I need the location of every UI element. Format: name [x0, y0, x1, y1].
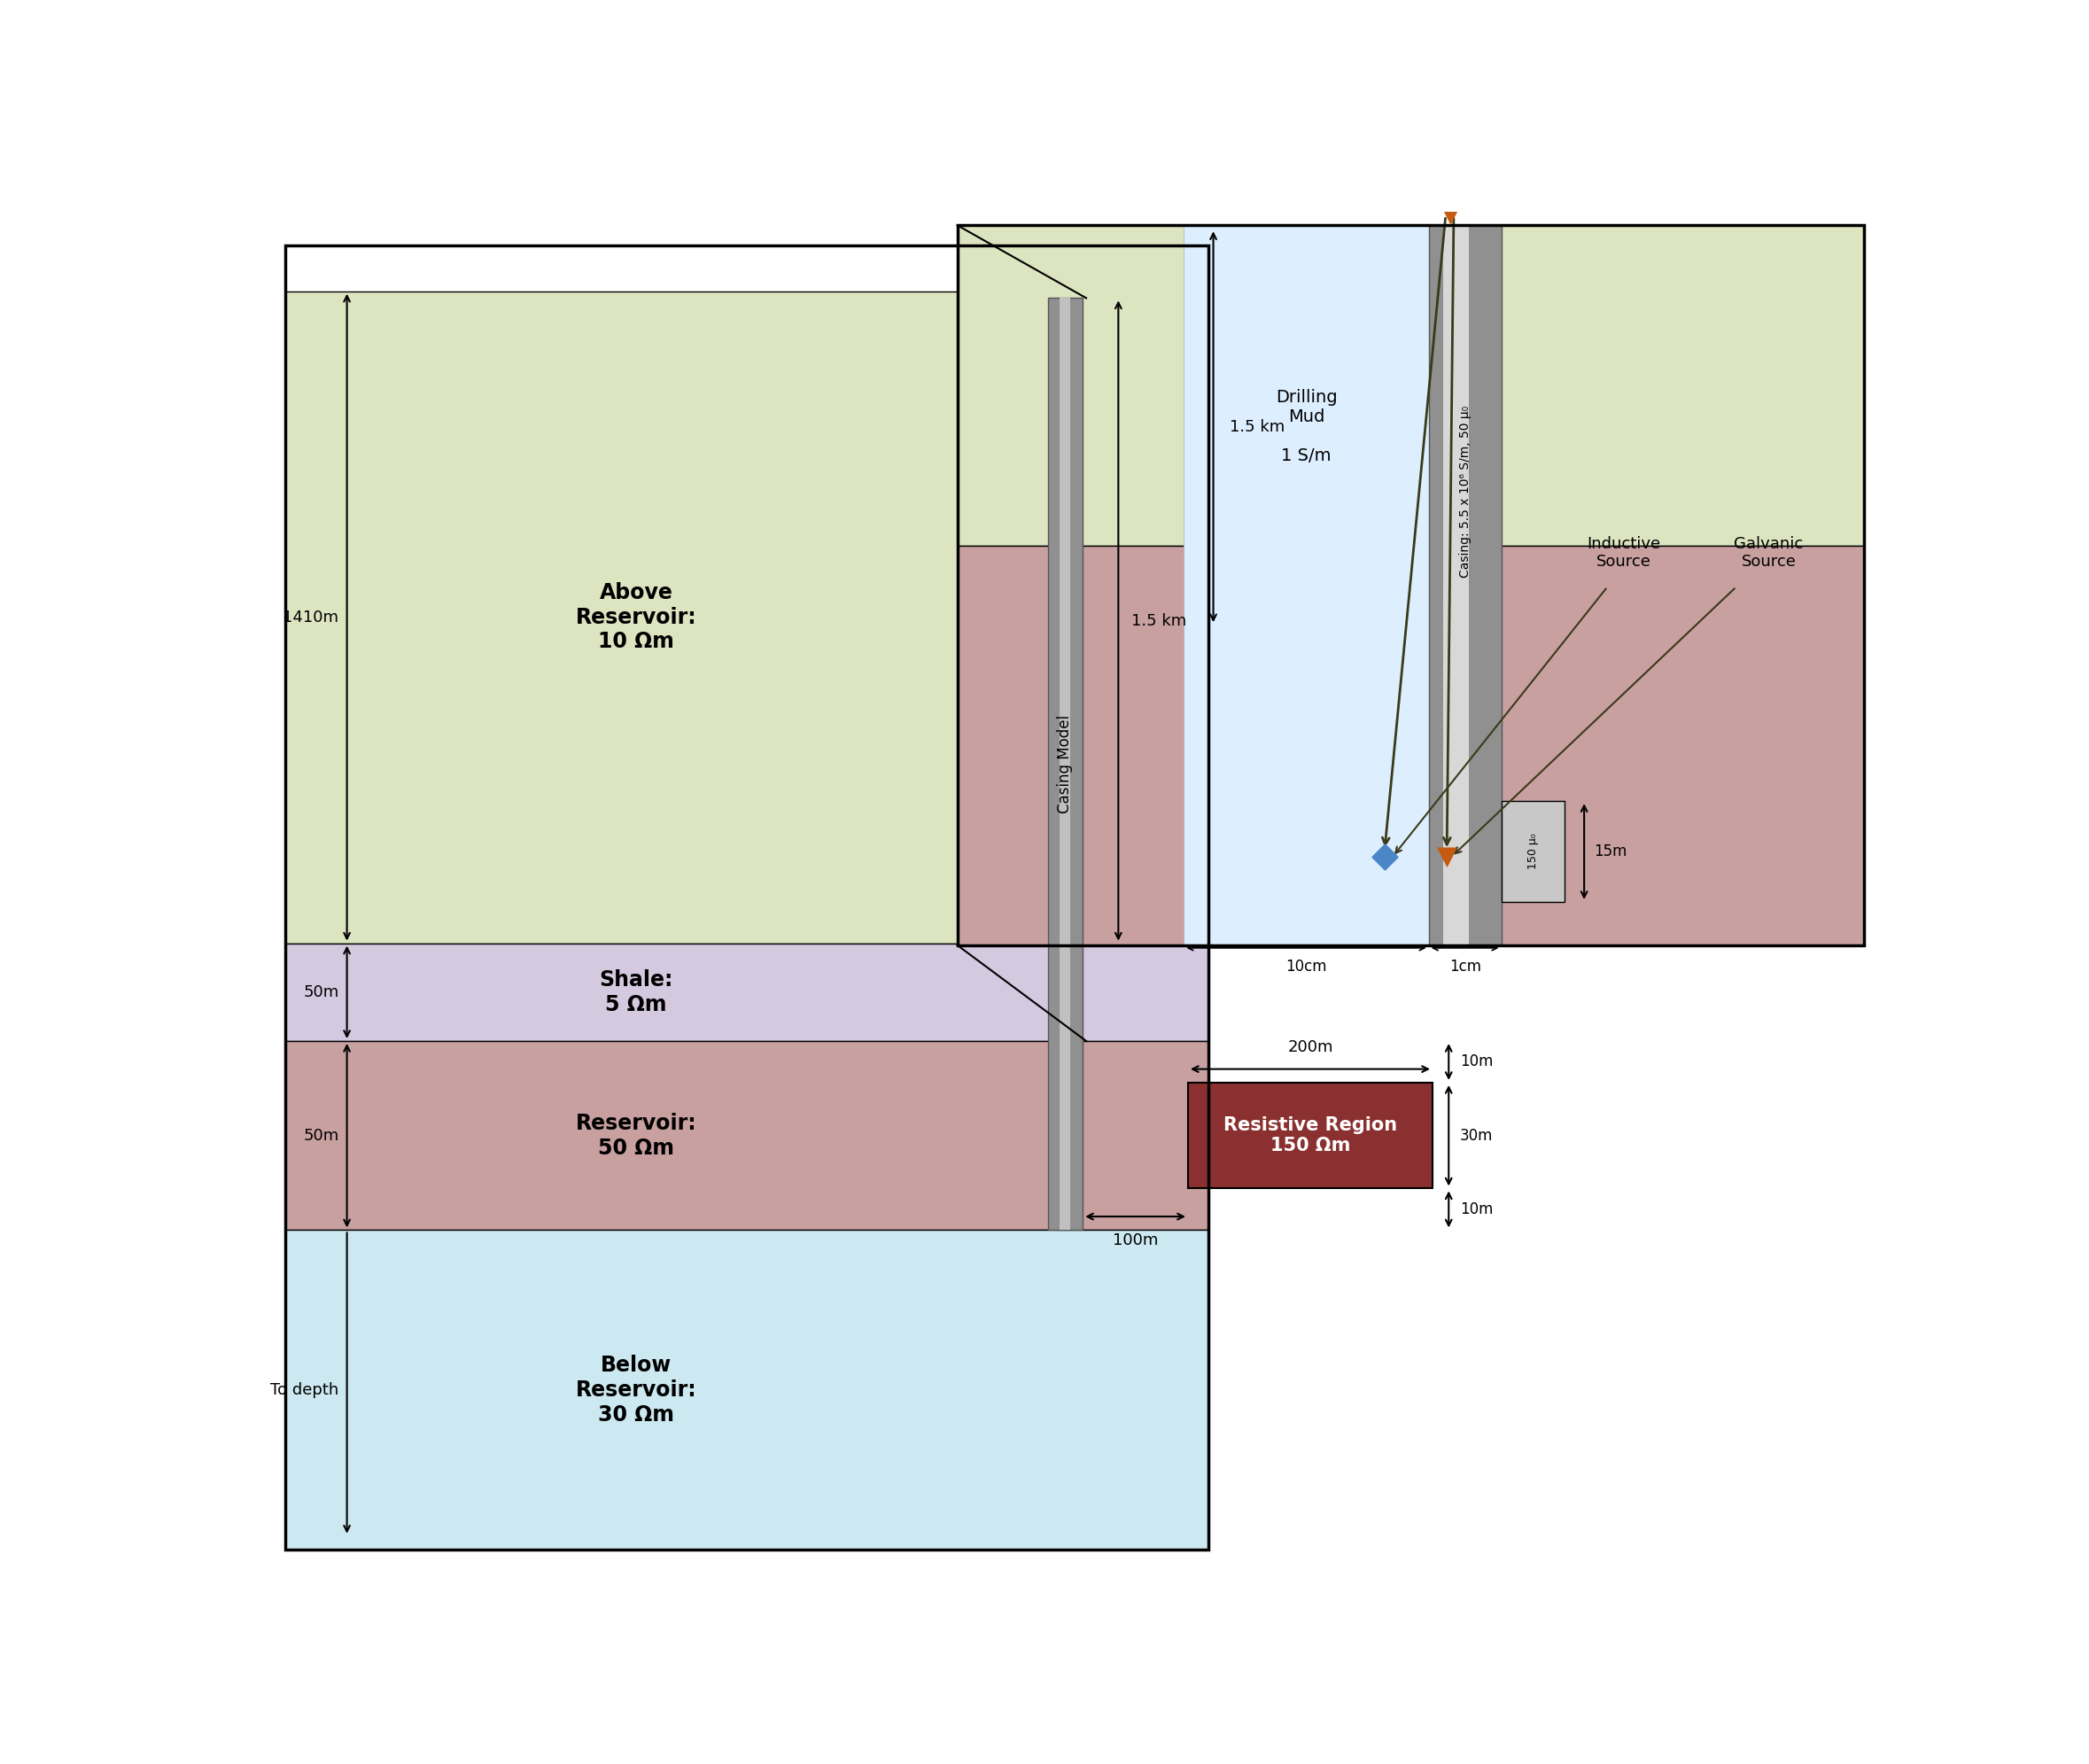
Text: 1.5 km: 1.5 km: [1230, 418, 1285, 434]
Bar: [957, 545, 1863, 946]
Bar: [957, 226, 1863, 946]
Text: 15m: 15m: [1594, 843, 1627, 859]
Text: 10cm: 10cm: [1285, 960, 1327, 975]
Bar: [286, 1230, 1207, 1549]
Text: 50m: 50m: [303, 984, 338, 1000]
Text: Casing: 5.5 x 10⁶ S/m, 50 μ₀: Casing: 5.5 x 10⁶ S/m, 50 μ₀: [1458, 406, 1471, 577]
Text: 1cm: 1cm: [1450, 960, 1481, 975]
Text: Above
Reservoir:
10 Ωm: Above Reservoir: 10 Ωm: [577, 582, 696, 653]
Text: 150 μ₀: 150 μ₀: [1527, 834, 1540, 870]
Text: 100m: 100m: [1113, 1233, 1157, 1249]
Text: Casing Model: Casing Model: [1057, 714, 1074, 813]
Bar: [1049, 298, 1082, 1230]
Text: Reservoir:
50 Ωm: Reservoir: 50 Ωm: [577, 1113, 696, 1159]
Text: Drilling
Mud

1 S/m: Drilling Mud 1 S/m: [1276, 390, 1337, 464]
Bar: [1429, 226, 1502, 946]
Text: Below
Reservoir:
30 Ωm: Below Reservoir: 30 Ωm: [577, 1355, 696, 1425]
Text: 1.5 km: 1.5 km: [1132, 612, 1187, 628]
Bar: [286, 1041, 1207, 1230]
Bar: [1443, 226, 1469, 946]
Bar: [286, 245, 1207, 1549]
Bar: [1184, 226, 1429, 946]
Text: Shale:
5 Ωm: Shale: 5 Ωm: [600, 968, 673, 1014]
Bar: [1059, 298, 1070, 1230]
Bar: [1189, 1083, 1433, 1189]
Bar: [286, 944, 1207, 1041]
Text: Galvanic
Source: Galvanic Source: [1734, 536, 1803, 570]
Text: Resistive Region
150 Ωm: Resistive Region 150 Ωm: [1224, 1117, 1398, 1155]
Bar: [957, 545, 1863, 624]
Text: To depth: To depth: [269, 1381, 338, 1397]
Text: 10m: 10m: [1460, 1053, 1494, 1069]
Point: [1431, 843, 1464, 871]
Point: [1368, 843, 1402, 871]
Text: 200m: 200m: [1287, 1039, 1333, 1055]
Text: 1410m: 1410m: [282, 609, 338, 624]
Bar: [1502, 801, 1565, 901]
Text: 30m: 30m: [1460, 1127, 1494, 1143]
Bar: [957, 226, 1863, 624]
Bar: [286, 291, 1207, 944]
Text: 50m: 50m: [303, 1127, 338, 1143]
Point: [1433, 198, 1466, 226]
Text: 10m: 10m: [1460, 1201, 1494, 1217]
Text: Inductive
Source: Inductive Source: [1588, 536, 1661, 570]
